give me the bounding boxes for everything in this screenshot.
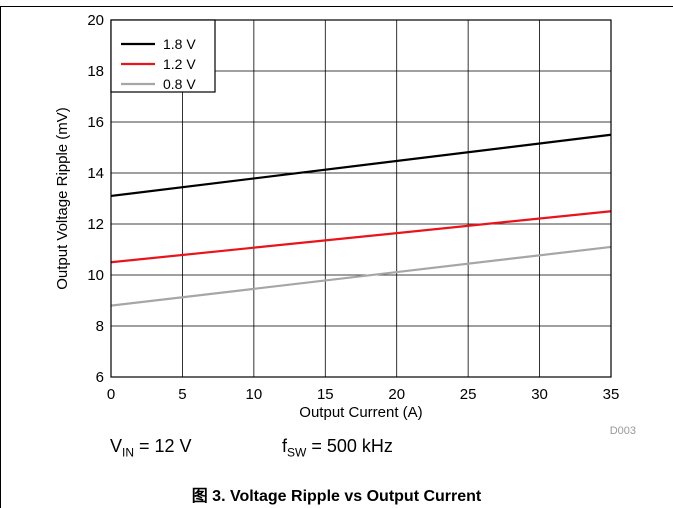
figure-frame-left bbox=[0, 6, 1, 508]
x-tick-label-3: 15 bbox=[317, 386, 334, 403]
figure-caption: 图 3. Voltage Ripple vs Output Current bbox=[191, 488, 482, 505]
x-tick-label-5: 25 bbox=[460, 386, 477, 403]
y-tick-label-6: 18 bbox=[87, 63, 104, 80]
x-axis-label: Output Current (A) bbox=[299, 404, 422, 421]
vin-subscript: IN bbox=[122, 445, 135, 460]
x-tick-label-2: 10 bbox=[246, 386, 263, 403]
x-tick-label-1: 5 bbox=[178, 386, 186, 403]
y-tick-label-3: 12 bbox=[87, 216, 104, 233]
y-axis-label: Output Voltage Ripple (mV) bbox=[54, 107, 71, 290]
x-tick-label-6: 30 bbox=[531, 386, 548, 403]
vin-symbol: V bbox=[110, 436, 123, 456]
line-chart: 0 5 10 15 20 25 30 35 6 8 10 12 14 16 18 20 Output Cur… bbox=[54, 12, 636, 437]
vin-condition: VIN = 12 V bbox=[110, 436, 192, 460]
x-tick-label-4: 20 bbox=[388, 386, 405, 403]
y-tick-labels: 6 8 10 12 14 16 18 20 bbox=[87, 12, 104, 386]
legend-label-0: 1.8 V bbox=[163, 36, 196, 52]
series-lines bbox=[110, 133, 612, 307]
fsw-subscript: SW bbox=[287, 445, 307, 460]
plot-border bbox=[110, 19, 612, 378]
x-tick-label-0: 0 bbox=[107, 386, 115, 403]
x-tick-label-7: 35 bbox=[603, 386, 620, 403]
y-tick-label-4: 14 bbox=[87, 165, 104, 182]
series-line-1 bbox=[110, 210, 612, 264]
fsw-condition: fSW = 500 kHz bbox=[282, 436, 393, 460]
fsw-value: = 500 kHz bbox=[306, 436, 393, 456]
y-tick-label-0: 6 bbox=[96, 369, 104, 386]
vin-value: = 12 V bbox=[134, 436, 192, 456]
y-tick-label-1: 8 bbox=[96, 318, 104, 335]
y-tick-label-2: 10 bbox=[87, 267, 104, 284]
series-line-0 bbox=[110, 133, 612, 198]
legend: 1.8 V 1.2 V 0.8 V bbox=[110, 19, 216, 93]
series-line-2 bbox=[110, 245, 612, 307]
y-tick-label-5: 16 bbox=[87, 114, 104, 131]
legend-label-1: 1.2 V bbox=[163, 56, 196, 72]
figure-id-label: D003 bbox=[610, 425, 636, 437]
legend-label-2: 0.8 V bbox=[163, 76, 196, 92]
x-tick-labels: 0 5 10 15 20 25 30 35 bbox=[107, 386, 620, 403]
figure-frame-top bbox=[0, 6, 673, 7]
y-tick-label-7: 20 bbox=[87, 12, 104, 29]
fsw-symbol: f bbox=[282, 436, 288, 456]
legend-box bbox=[110, 19, 216, 93]
